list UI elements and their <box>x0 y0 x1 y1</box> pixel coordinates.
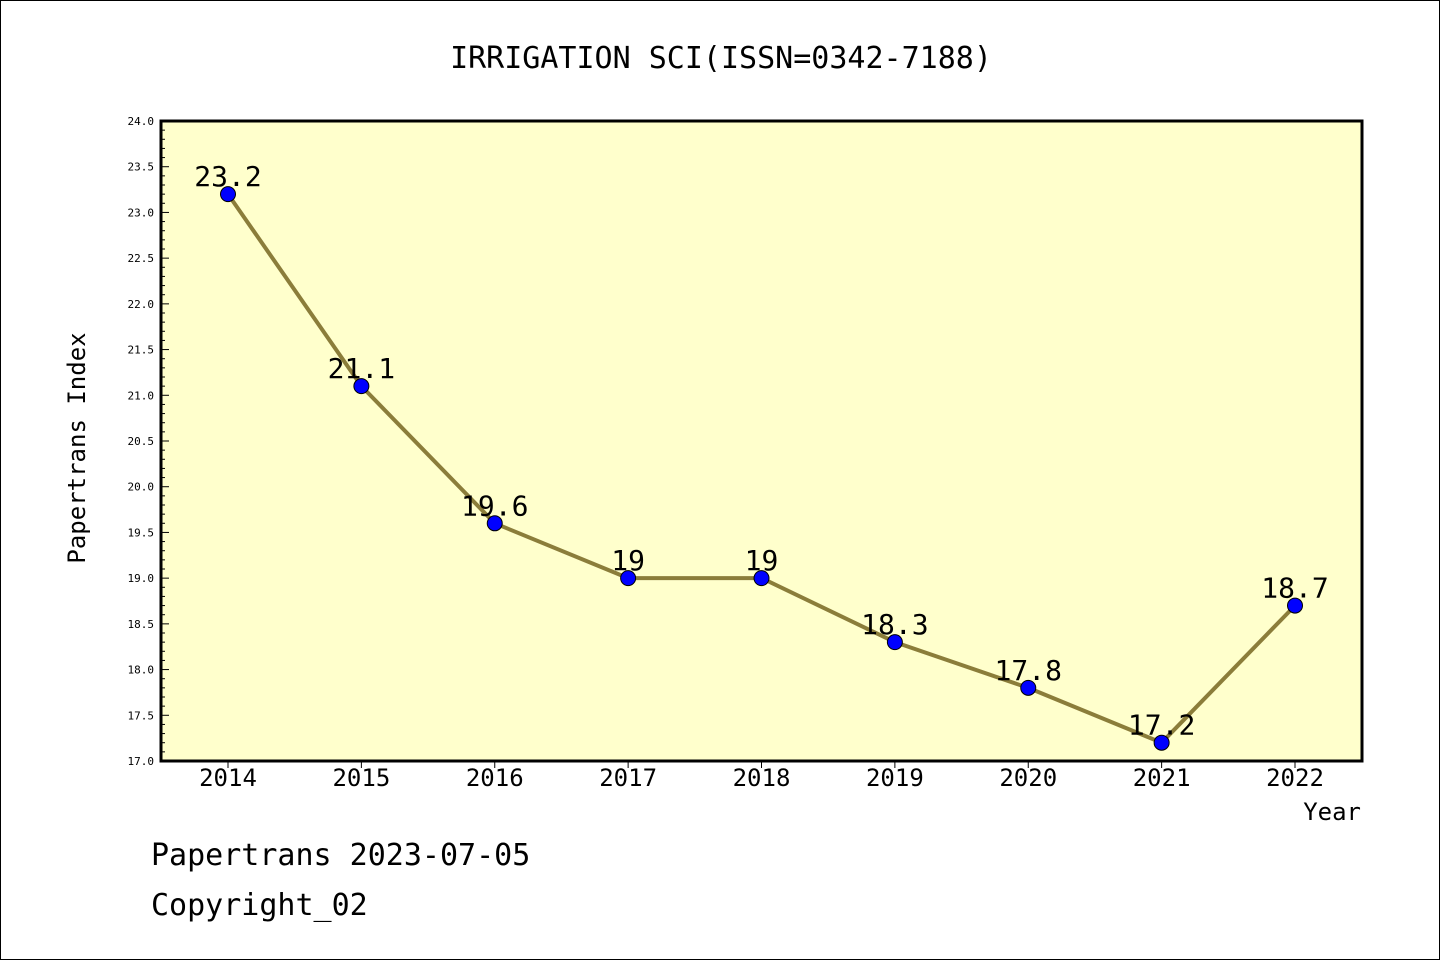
x-tick-label: 2021 <box>1133 764 1191 792</box>
y-tick-label: 19.5 <box>128 526 155 539</box>
data-point <box>486 515 503 532</box>
x-axis: 2014 2015 2016 2017 2018 2019 2020 2021 2022 <box>199 761 1324 792</box>
x-tick-label: 2019 <box>866 764 924 792</box>
y-tick-label: 23.0 <box>128 206 155 219</box>
data-label: 17.8 <box>995 654 1062 687</box>
y-tick-label: 20.5 <box>128 435 155 448</box>
y-axis: 17.0 17.5 18.0 18.5 19.0 19.5 20.0 20.5 21.0 21.5… <box>128 115 169 768</box>
data-point <box>753 570 770 587</box>
data-label: 19 <box>745 544 779 577</box>
data-point <box>620 570 637 587</box>
x-tick-label: 2017 <box>599 764 657 792</box>
data-point <box>353 378 370 395</box>
x-tick-label: 2014 <box>199 764 257 792</box>
footer-date: Papertrans 2023-07-05 <box>151 838 530 873</box>
data-point <box>886 634 903 651</box>
data-point <box>1153 734 1170 751</box>
data-point <box>220 186 236 203</box>
y-tick-label: 21.0 <box>128 389 155 402</box>
y-tick-label: 22.0 <box>128 298 155 311</box>
chart-title: IRRIGATION SCI(ISSN=0342-7188) <box>450 41 992 76</box>
x-tick-label: 2020 <box>999 764 1057 792</box>
y-tick-label: 23.5 <box>128 161 155 174</box>
x-tick-label: 2018 <box>733 764 791 792</box>
y-tick-label: 19.0 <box>128 572 155 585</box>
data-label: 19.6 <box>461 489 528 522</box>
y-tick-label: 20.0 <box>128 481 155 494</box>
x-tick-label: 2022 <box>1266 764 1324 792</box>
x-tick-label: 2016 <box>466 764 524 792</box>
y-tick-label: 18.0 <box>128 664 155 677</box>
series-group: 23.2 21.1 19.6 19 19 18.3 17.8 17.2 18.7 <box>194 160 1329 751</box>
y-tick-label: 17.5 <box>128 709 155 722</box>
data-label: 17.2 <box>1128 709 1195 742</box>
data-label: 18.3 <box>861 608 928 641</box>
data-label: 19 <box>611 544 645 577</box>
y-tick-label: 18.5 <box>128 618 155 631</box>
y-tick-label: 21.5 <box>128 344 155 357</box>
y-tick-label: 24.0 <box>128 115 155 128</box>
y-tick-label: 17.0 <box>128 755 155 768</box>
y-tick-label: 22.5 <box>128 252 155 265</box>
data-label: 23.2 <box>194 160 261 193</box>
data-label: 18.7 <box>1261 572 1328 605</box>
y-axis-title: Papertrans Index <box>63 332 91 563</box>
x-tick-label: 2015 <box>332 764 390 792</box>
plot-area <box>159 119 1364 763</box>
data-label: 21.1 <box>328 352 395 385</box>
data-point <box>1287 597 1303 614</box>
data-point <box>1020 679 1037 696</box>
x-axis-title: Year <box>1303 798 1361 826</box>
footer-copyright: Copyright_02 <box>151 888 368 923</box>
